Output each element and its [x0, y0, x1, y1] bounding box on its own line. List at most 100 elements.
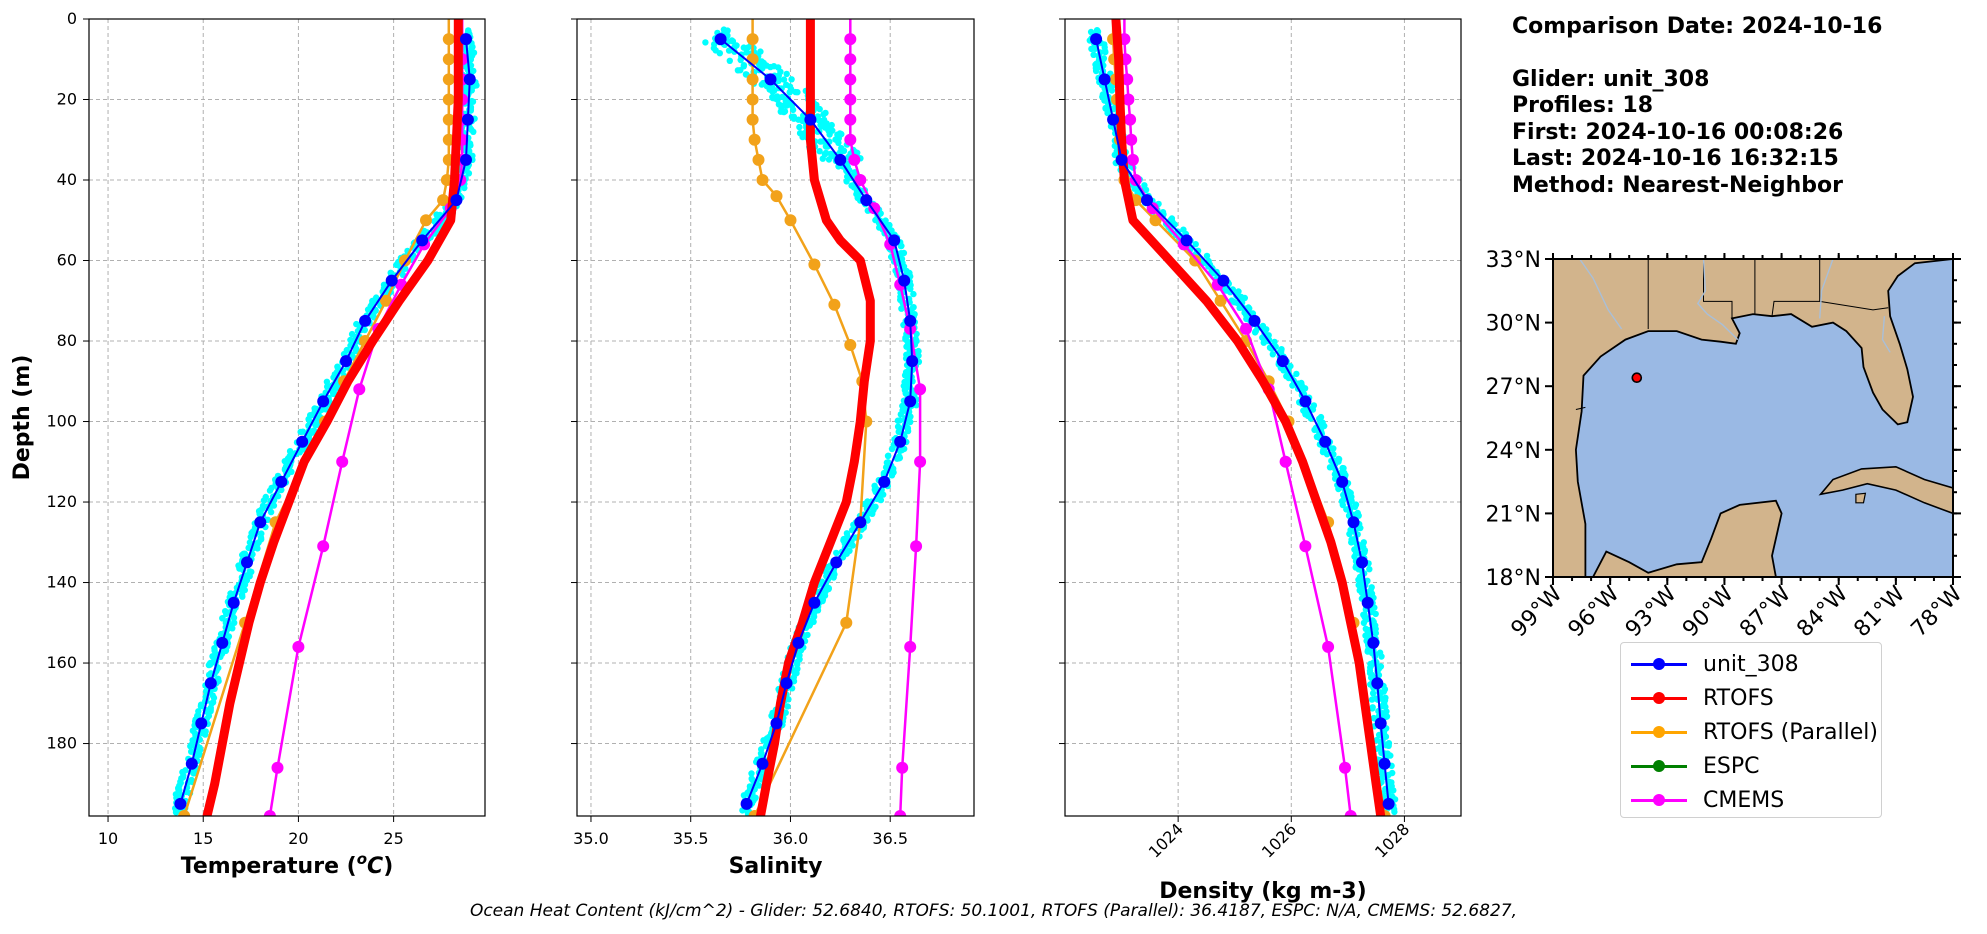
x-tick-label: 36.0: [773, 829, 809, 848]
profile-panels: 0 20 40 60 80 100 120 140 160 180 Depth (m) 10 15 20 2…: [10, 9, 1462, 904]
glider-raw-point: [737, 56, 744, 64]
glider-raw-point: [1348, 539, 1355, 546]
data-point: [714, 33, 727, 46]
glider-raw-point: [786, 89, 793, 96]
lat-tick-label: 21°N: [1486, 502, 1541, 527]
glider-raw-point: [756, 782, 763, 789]
data-point: [461, 113, 474, 126]
glider-raw-point: [1369, 704, 1376, 711]
x-tick-label: 10: [98, 829, 118, 848]
glider-raw-point: [177, 779, 184, 787]
data-point: [888, 234, 901, 247]
glider-raw-point: [904, 427, 912, 435]
glider-raw-point: [1093, 27, 1101, 34]
glider-raw-point: [1293, 370, 1300, 378]
glider-raw-point: [906, 418, 913, 425]
data-point: [906, 355, 919, 368]
data-point: [1217, 274, 1230, 287]
data-point: [834, 153, 847, 166]
glider-raw-point: [816, 148, 823, 155]
data-point: [296, 435, 309, 448]
glider-raw-point: [206, 660, 213, 667]
data-point: [1319, 435, 1332, 448]
x-tick-label: 1026: [1258, 819, 1300, 861]
data-point: [844, 93, 857, 106]
glider-raw-point: [734, 67, 742, 74]
border-line: [1697, 576, 1700, 577]
data-point: [1347, 516, 1360, 529]
glider-raw-point: [896, 454, 904, 462]
border-line: [1771, 259, 1821, 317]
glider-raw-point: [1372, 629, 1380, 637]
glider-raw-point: [266, 487, 274, 494]
glider-raw-point: [895, 428, 902, 435]
glider-raw-point: [257, 534, 265, 541]
glider-raw-point: [799, 117, 806, 125]
series-rtofs-parallel: [1107, 19, 1391, 816]
legend-label: CMEMS: [1703, 787, 1785, 813]
data-point: [317, 395, 330, 408]
glider-raw-point: [788, 76, 795, 83]
glider-raw-point: [187, 743, 194, 750]
glider-raw-point: [819, 155, 826, 162]
legend-swatch: [1629, 717, 1689, 747]
y-tick-label: 100: [46, 412, 77, 431]
data-point: [359, 314, 372, 327]
glider-raw-point: [1372, 610, 1379, 618]
glider-raw-point: [313, 421, 320, 429]
glider-raw-point: [1320, 446, 1328, 453]
glider-raw-point: [238, 591, 246, 598]
data-point: [1299, 395, 1312, 408]
glider-raw-point: [281, 458, 288, 465]
data-point: [340, 355, 352, 368]
data-point: [437, 194, 450, 207]
last-time: Last: 2024-10-16 16:32:15: [1512, 146, 1839, 172]
glider-raw-point: [783, 70, 790, 78]
glider-raw-point: [189, 769, 197, 776]
glider-raw-point: [278, 486, 285, 494]
lon-tick-label: 78°W: [1907, 581, 1968, 642]
glider-raw-point: [1385, 740, 1393, 747]
data-point: [1240, 322, 1252, 335]
series-unit-308: [714, 33, 919, 810]
data-point: [185, 757, 198, 770]
data-point: [1276, 355, 1289, 368]
data-point: [844, 53, 857, 66]
glider-raw-point: [393, 261, 400, 269]
data-point: [1279, 455, 1292, 468]
series-line: [179, 38, 471, 805]
data-point: [898, 274, 911, 287]
data-point: [746, 53, 759, 66]
data-point: [910, 540, 923, 553]
data-point: [353, 383, 366, 396]
data-point: [275, 475, 288, 488]
glider-raw-point: [364, 306, 372, 313]
glider-raw-point: [817, 138, 824, 145]
data-point: [808, 258, 821, 271]
data-point: [204, 677, 217, 690]
glider-raw-point: [260, 497, 268, 504]
series-line: [1095, 38, 1390, 805]
legend-swatch: [1629, 683, 1689, 713]
data-point: [1115, 153, 1128, 166]
data-point: [442, 113, 455, 126]
data-point: [840, 616, 853, 629]
legend-item-cmems: CMEMS: [1629, 785, 1784, 815]
glider-raw-point: [702, 39, 709, 46]
glider-raw-point: [768, 712, 775, 719]
grid: [577, 18, 974, 816]
data-point: [460, 153, 472, 166]
glider-raw-point: [733, 42, 740, 49]
glider-raw-point: [729, 38, 737, 45]
glider-raw-point: [826, 131, 833, 138]
data-point: [1378, 757, 1391, 770]
glider-raw-point: [369, 297, 376, 305]
glider-raw-point: [1378, 653, 1385, 660]
lon-tick-label: 90°W: [1678, 581, 1739, 642]
y-tick-label: 80: [57, 331, 77, 350]
data-point: [420, 214, 432, 227]
data-point: [770, 717, 783, 730]
glider-raw-point: [1370, 714, 1377, 722]
data-point: [216, 636, 229, 649]
ticks: [83, 18, 395, 822]
